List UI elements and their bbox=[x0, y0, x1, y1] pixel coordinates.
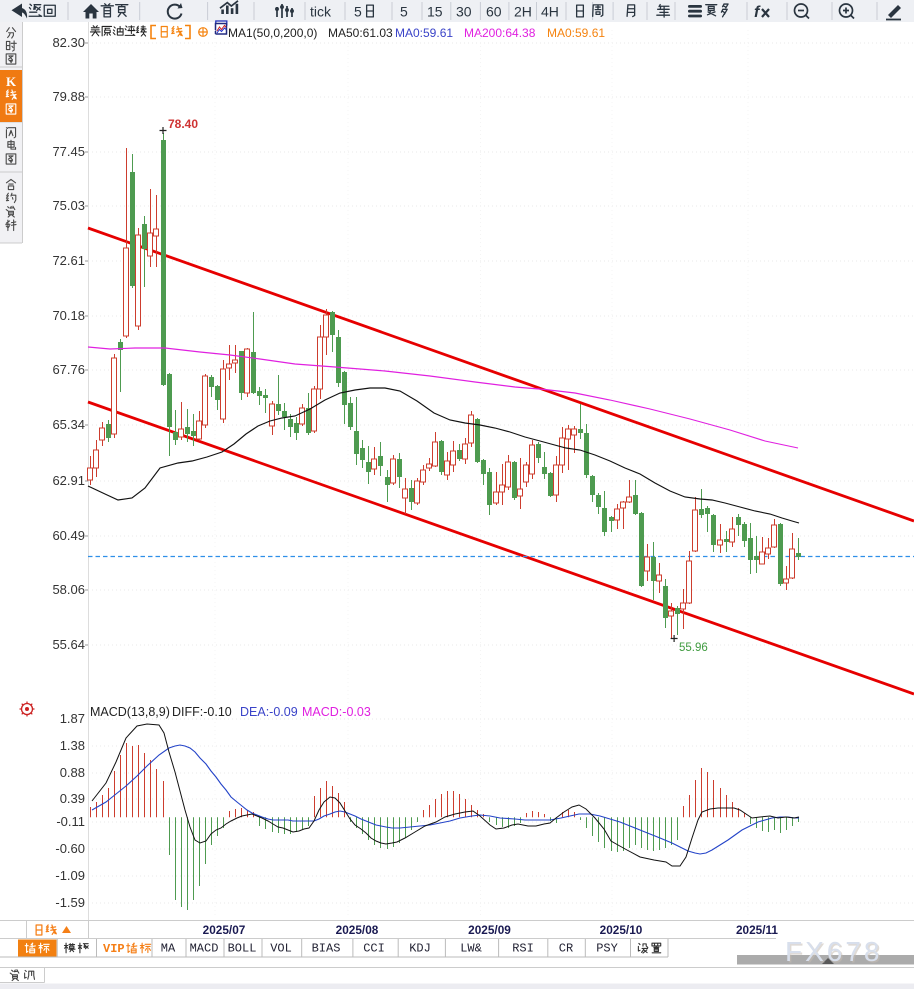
svg-text:1.87: 1.87 bbox=[60, 711, 85, 726]
svg-text:VIP: VIP bbox=[103, 942, 125, 956]
svg-text:5: 5 bbox=[354, 4, 362, 20]
svg-text:-1.09: -1.09 bbox=[55, 868, 85, 883]
svg-text:30: 30 bbox=[456, 4, 472, 20]
svg-text:0.39: 0.39 bbox=[60, 791, 85, 806]
svg-text:VOL: VOL bbox=[270, 942, 292, 956]
svg-text:DEA:-0.09: DEA:-0.09 bbox=[240, 705, 298, 719]
svg-text:MACD(13,8,9): MACD(13,8,9) bbox=[90, 705, 170, 719]
svg-text:MA200:64.38: MA200:64.38 bbox=[464, 26, 536, 40]
svg-text:KDJ: KDJ bbox=[409, 942, 431, 956]
svg-text:2025/11: 2025/11 bbox=[736, 923, 778, 937]
svg-text:2025/07: 2025/07 bbox=[203, 923, 246, 937]
svg-text:55.64: 55.64 bbox=[52, 637, 85, 652]
svg-text:2025/09: 2025/09 bbox=[468, 923, 511, 937]
svg-text:MA1(50,0,200,0): MA1(50,0,200,0) bbox=[228, 26, 317, 40]
svg-text:2025/08: 2025/08 bbox=[336, 923, 379, 937]
svg-text:MA: MA bbox=[161, 942, 176, 956]
svg-text:DIFF:-0.10: DIFF:-0.10 bbox=[172, 705, 232, 719]
svg-text:LW&: LW& bbox=[460, 942, 482, 956]
svg-text:-1.59: -1.59 bbox=[55, 895, 85, 910]
svg-text:CCI: CCI bbox=[363, 942, 385, 956]
svg-text:MA0:59.61: MA0:59.61 bbox=[547, 26, 605, 40]
svg-text:RSI: RSI bbox=[512, 942, 534, 956]
svg-text:CR: CR bbox=[559, 942, 573, 956]
svg-text:5: 5 bbox=[400, 4, 408, 20]
svg-text:79.88: 79.88 bbox=[52, 89, 85, 104]
svg-text:60.49: 60.49 bbox=[52, 528, 85, 543]
svg-text:15: 15 bbox=[427, 4, 443, 20]
svg-text:75.03: 75.03 bbox=[52, 198, 85, 213]
svg-text:65.34: 65.34 bbox=[52, 417, 85, 432]
svg-text:MA0:59.61: MA0:59.61 bbox=[395, 26, 453, 40]
svg-text:-0.60: -0.60 bbox=[55, 841, 85, 856]
svg-text:77.45: 77.45 bbox=[52, 144, 85, 159]
svg-text:tick: tick bbox=[310, 4, 332, 20]
svg-text:PSY: PSY bbox=[596, 942, 618, 956]
svg-text:70.18: 70.18 bbox=[52, 308, 85, 323]
svg-text:-0.11: -0.11 bbox=[56, 814, 85, 829]
svg-text:78.40: 78.40 bbox=[168, 117, 198, 131]
svg-text:4H: 4H bbox=[541, 4, 559, 20]
svg-text:f: f bbox=[754, 4, 761, 21]
svg-text:72.61: 72.61 bbox=[52, 253, 85, 268]
svg-text:55.96: 55.96 bbox=[679, 642, 708, 654]
svg-text:MA50:61.03: MA50:61.03 bbox=[328, 26, 393, 40]
svg-text:BIAS: BIAS bbox=[312, 942, 341, 956]
svg-text:2H: 2H bbox=[514, 4, 532, 20]
svg-text:82.30: 82.30 bbox=[52, 35, 85, 50]
svg-text:0.88: 0.88 bbox=[60, 765, 85, 780]
svg-text:67.76: 67.76 bbox=[52, 362, 85, 377]
svg-text:60: 60 bbox=[486, 4, 502, 20]
svg-text:MACD:-0.03: MACD:-0.03 bbox=[302, 705, 371, 719]
svg-text:K: K bbox=[6, 74, 17, 89]
svg-text:FX678: FX678 bbox=[785, 936, 883, 967]
svg-text:BOLL: BOLL bbox=[228, 942, 257, 956]
svg-text:MACD: MACD bbox=[190, 942, 219, 956]
svg-text:62.91: 62.91 bbox=[52, 473, 85, 488]
svg-text:2025/10: 2025/10 bbox=[600, 923, 643, 937]
svg-text:1.38: 1.38 bbox=[60, 738, 85, 753]
svg-text:58.06: 58.06 bbox=[52, 582, 85, 597]
svg-text:FX678: FX678 bbox=[787, 938, 885, 969]
